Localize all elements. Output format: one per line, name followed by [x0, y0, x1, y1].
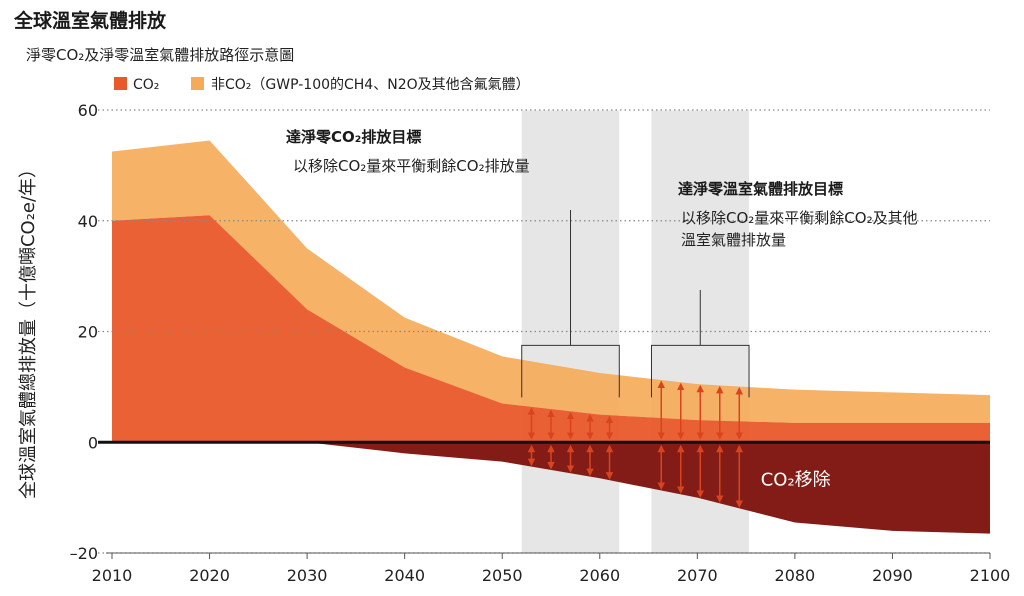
area-co2 — [112, 215, 990, 443]
chart-subtitle: 淨零CO₂及淨零溫室氣體排放路徑示意圖 — [26, 46, 294, 64]
y-tick-label--20: –20 — [70, 544, 98, 563]
x-tick-label-2080: 2080 — [775, 566, 816, 585]
annotations: 達淨零CO₂排放目標以移除CO₂量來平衡剩餘CO₂排放量達淨零溫室氣體排放目標以… — [286, 128, 918, 398]
annotation-text-ghg_net_zero-0: 以移除CO₂量來平衡剩餘CO₂及其他 — [681, 209, 918, 227]
area-layers — [112, 140, 990, 534]
x-tick-label-2050: 2050 — [482, 566, 523, 585]
legend-label-non-co2: 非CO₂（GWP-100的CH4、N2O及其他含氟氣體） — [211, 77, 530, 93]
annotation-text-co2_net_zero-0: 以移除CO₂量來平衡剩餘CO₂排放量 — [293, 157, 530, 175]
x-tick-label-2040: 2040 — [384, 566, 425, 585]
y-tick-label-40: 40 — [78, 212, 98, 231]
x-tick-label-2030: 2030 — [287, 566, 328, 585]
legend-label-co2: CO₂ — [133, 77, 159, 93]
x-tick-label-2070: 2070 — [677, 566, 718, 585]
removal-arrows — [527, 380, 744, 508]
y-axis: 60 40 20 0 –20 — [70, 101, 98, 563]
annotation-text-ghg_net_zero-1: 溫室氣體排放量 — [681, 231, 786, 249]
y-axis-title: 全球溫室氣體總排放量（十億噸CO₂e/年） — [18, 160, 39, 499]
x-axis: 2010 2020 2030 2040 2050 2060 2070 2080 2090 2100 — [92, 552, 1011, 585]
y-tick-label-60: 60 — [78, 101, 98, 120]
y-tick-label-20: 20 — [78, 323, 98, 342]
bracket-co2_net_zero — [521, 344, 620, 398]
removal-area-label: CO₂移除 — [761, 469, 831, 490]
y-tick-label-0: 0 — [88, 433, 98, 452]
x-tick-label-2060: 2060 — [579, 566, 620, 585]
area-non-co2 — [112, 140, 990, 423]
annotation-title-co2_net_zero: 達淨零CO₂排放目標 — [286, 128, 421, 146]
annotation-title-ghg_net_zero: 達淨零溫室氣體排放目標 — [678, 180, 843, 198]
legend-swatch-non-co2 — [191, 77, 204, 90]
x-tick-label-2020: 2020 — [189, 566, 230, 585]
x-tick-label-2010: 2010 — [92, 566, 133, 585]
area-removal — [112, 442, 990, 534]
legend: CO₂ 非CO₂（GWP-100的CH4、N2O及其他含氟氣體） — [114, 77, 530, 93]
x-tick-label-2100: 2100 — [970, 566, 1011, 585]
x-tick-label-2090: 2090 — [872, 566, 913, 585]
legend-swatch-co2 — [114, 77, 127, 90]
chart-title: 全球溫室氣體排放 — [13, 9, 167, 32]
bracket-ghg_net_zero — [650, 344, 750, 398]
